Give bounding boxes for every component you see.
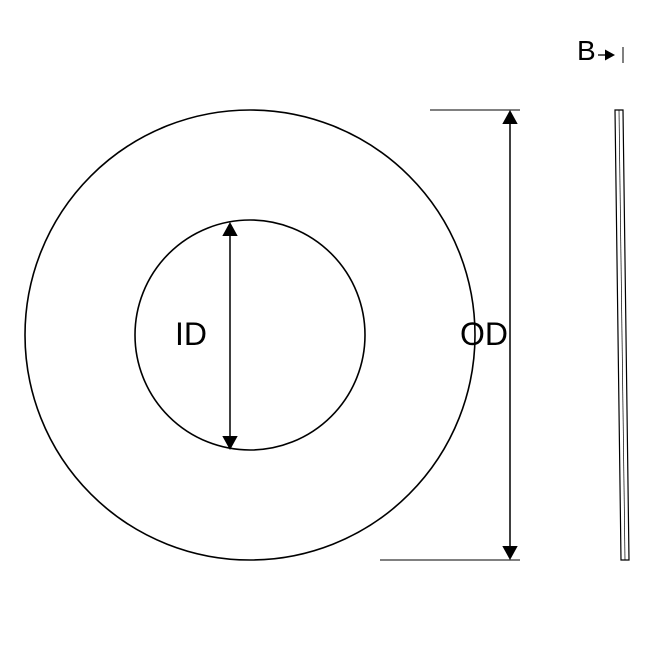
washer-diagram: ID OD B: [0, 0, 670, 670]
washer-side-view: [615, 110, 629, 560]
inner-diameter-circle: [135, 220, 365, 450]
id-label: ID: [175, 316, 207, 352]
thickness-dimension: [598, 47, 623, 63]
od-label: OD: [460, 316, 508, 352]
outer-diameter-circle: [25, 110, 475, 560]
b-label: B: [577, 35, 596, 66]
id-dimension: [222, 222, 237, 450]
